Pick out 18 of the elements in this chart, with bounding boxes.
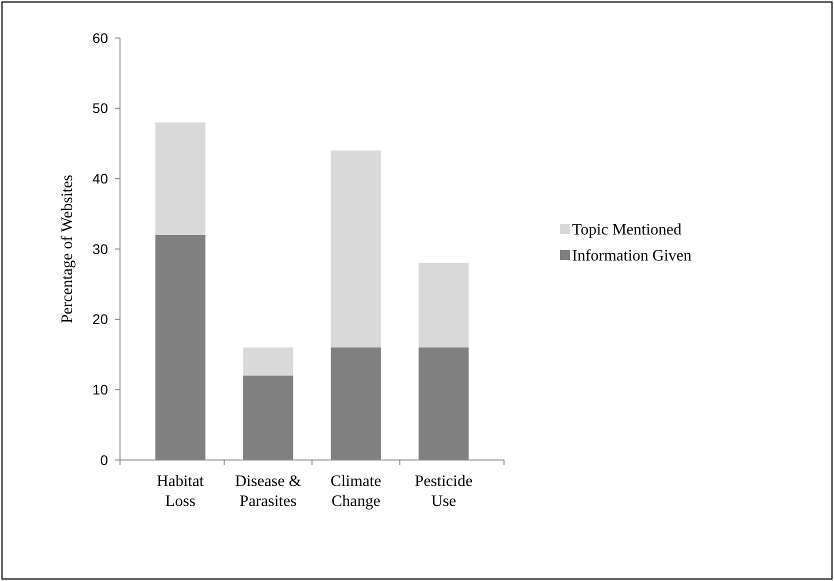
bar: [330, 150, 381, 348]
y-tick-label: 60: [92, 30, 108, 46]
y-tick-label: 40: [92, 170, 108, 187]
y-tick-label: 10: [92, 382, 108, 398]
bar: [418, 263, 469, 348]
y-tick-label: 30: [92, 240, 108, 257]
x-tick-label: Pesticide Use: [414, 473, 473, 510]
x-tick-label: Habitat Loss: [156, 473, 204, 510]
legend-label: Information Given: [572, 248, 692, 265]
bar: [243, 347, 294, 376]
y-axis-title: Percentage of Websites: [59, 174, 76, 324]
x-tick-label: Climate Change: [330, 473, 382, 510]
x-tick-label: Disease & Parasites: [235, 473, 302, 510]
y-tick-label: 20: [92, 311, 108, 328]
y-tick-label: 0: [100, 452, 108, 468]
y-tick-label: 50: [92, 100, 108, 116]
bar: [155, 122, 206, 235]
legend-label: Topic Mentioned: [572, 222, 682, 239]
